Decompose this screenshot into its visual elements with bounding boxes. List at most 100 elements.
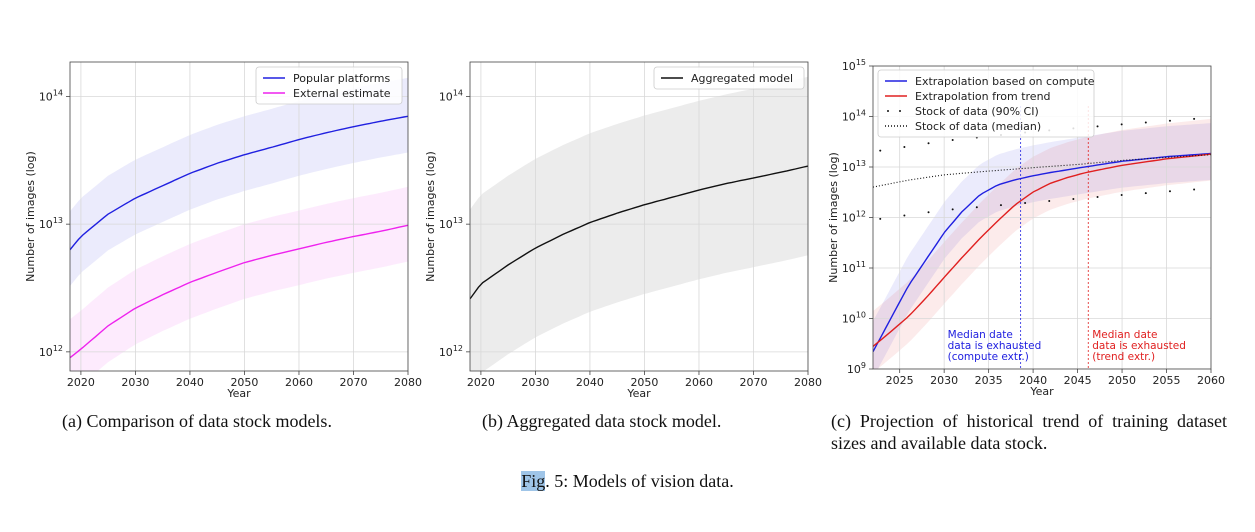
y-tick-label: 1015 xyxy=(842,58,866,73)
figure-label-highlight: Fig xyxy=(521,471,546,491)
x-tick-label: 2070 xyxy=(339,376,367,389)
stock-ci-dot xyxy=(1144,192,1147,195)
x-tick-label: 2050 xyxy=(1108,374,1136,387)
y-tick-base: 10 xyxy=(439,346,453,359)
x-axis-label: Year xyxy=(226,387,251,400)
y-tick-base: 10 xyxy=(842,212,856,225)
x-tick-label: 2080 xyxy=(394,376,422,389)
stock-ci-dot xyxy=(1193,188,1196,191)
axes-frame xyxy=(469,61,809,372)
stock-ci-dot xyxy=(903,145,906,148)
y-tick-exponent: 13 xyxy=(453,216,463,225)
y-tick-label: 1013 xyxy=(842,159,866,174)
y-tick-label: 1013 xyxy=(439,216,463,231)
stock-ci-dot xyxy=(1168,190,1171,193)
x-tick-label: 2070 xyxy=(739,376,767,389)
y-tick-base: 10 xyxy=(39,346,53,359)
legend-box xyxy=(255,66,403,105)
y-tick-exponent: 11 xyxy=(856,260,866,269)
annotation-text: (compute extr.) xyxy=(948,351,1029,363)
x-tick-label: 2050 xyxy=(630,376,658,389)
panel-b-chart: 2020 2030 2040 2050 2060 2070 2080Year10121013… xyxy=(424,61,822,400)
legend-box xyxy=(653,66,805,90)
legend-label: Stock of data (90% CI) xyxy=(915,105,1039,118)
caption-panel-a: (a) Comparison of data stock models. xyxy=(62,411,332,431)
x-tick-label: 2040 xyxy=(576,376,604,389)
y-tick-label: 1011 xyxy=(842,260,866,275)
y-tick-exponent: 14 xyxy=(856,109,866,118)
x-tick-label: 2060 xyxy=(285,376,313,389)
x-tick-label: 2045 xyxy=(1064,374,1092,387)
legend-label: Aggregated model xyxy=(691,72,793,85)
x-tick-label: 2060 xyxy=(1197,374,1225,387)
stock-ci-dot xyxy=(1120,193,1123,196)
stock-ci-dot xyxy=(1096,125,1099,128)
y-tick-exponent: 14 xyxy=(453,88,463,97)
y-tick-base: 10 xyxy=(39,218,53,231)
series-line-0 xyxy=(470,165,808,300)
series-line-3 xyxy=(873,154,1211,188)
y-tick-label: 1012 xyxy=(842,210,866,225)
y-tick-base: 10 xyxy=(842,60,856,73)
stock-ci-dot xyxy=(975,206,978,209)
y-tick-exponent: 12 xyxy=(53,344,63,353)
confidence-band-0 xyxy=(873,123,1211,369)
stock-ci-dot xyxy=(879,149,882,152)
stock-ci-dot xyxy=(951,208,954,211)
stock-ci-dot xyxy=(927,142,930,145)
confidence-band-0 xyxy=(70,77,408,286)
y-tick-label: 1012 xyxy=(39,344,63,359)
y-tick-base: 10 xyxy=(439,90,453,103)
x-tick-label: 2020 xyxy=(67,376,95,389)
series-line-1 xyxy=(70,224,408,359)
y-tick-exponent: 12 xyxy=(453,344,463,353)
y-tick-base: 10 xyxy=(39,90,53,103)
stock-ci-dot xyxy=(1096,195,1099,198)
x-tick-label: 2030 xyxy=(521,376,549,389)
y-tick-label: 1010 xyxy=(842,311,866,326)
figure-caption-text: . 5: Models of vision data. xyxy=(545,471,734,491)
stock-ci-dot xyxy=(1168,119,1171,122)
y-tick-exponent: 10 xyxy=(856,311,866,320)
x-tick-label: 2080 xyxy=(794,376,822,389)
legend-label: Extrapolation from trend xyxy=(915,90,1051,103)
y-tick-base: 10 xyxy=(847,363,861,376)
stock-ci-dot xyxy=(903,214,906,217)
stock-ci-dot xyxy=(1144,121,1147,124)
x-tick-label: 2055 xyxy=(1153,374,1181,387)
y-tick-label: 1014 xyxy=(439,88,463,103)
panel-c-chart: 2025 2030 2035 2040 2045 2050 2055 2060Year1091… xyxy=(827,58,1225,398)
figure-caption: Fig. 5: Models of vision data. xyxy=(0,471,1255,492)
x-axis-label: Year xyxy=(1029,385,1054,398)
legend-label: Stock of data (median) xyxy=(915,120,1041,133)
y-tick-exponent: 12 xyxy=(856,210,866,219)
stock-ci-dot xyxy=(927,211,930,214)
stock-ci-dot xyxy=(1024,202,1027,205)
annotation-text: Median date xyxy=(1092,329,1157,341)
y-axis-label: Number of images (log) xyxy=(24,151,37,282)
series-line-0 xyxy=(70,115,408,251)
y-tick-label: 1012 xyxy=(439,344,463,359)
y-tick-base: 10 xyxy=(842,111,856,124)
plot-area xyxy=(470,62,808,371)
y-axis-label: Number of images (log) xyxy=(424,151,437,282)
series-line-1 xyxy=(873,153,1211,347)
annotation-text: data is exhausted xyxy=(948,340,1042,352)
x-tick-label: 2020 xyxy=(467,376,495,389)
x-tick-label: 2035 xyxy=(975,374,1003,387)
x-tick-label: 2025 xyxy=(886,374,914,387)
x-axis-label: Year xyxy=(626,387,651,400)
y-tick-base: 10 xyxy=(439,218,453,231)
stock-ci-dot xyxy=(1120,123,1123,126)
series-line-0 xyxy=(873,152,1211,353)
annotation-text: data is exhausted xyxy=(1092,340,1186,352)
stock-ci-dot xyxy=(1072,197,1075,200)
y-tick-label: 1014 xyxy=(39,88,63,103)
y-tick-base: 10 xyxy=(842,161,856,174)
y-tick-label: 1014 xyxy=(842,109,866,124)
legend-label: External estimate xyxy=(293,87,391,100)
confidence-band-0 xyxy=(470,76,808,371)
x-tick-label: 2060 xyxy=(685,376,713,389)
confidence-band-1 xyxy=(70,186,408,371)
